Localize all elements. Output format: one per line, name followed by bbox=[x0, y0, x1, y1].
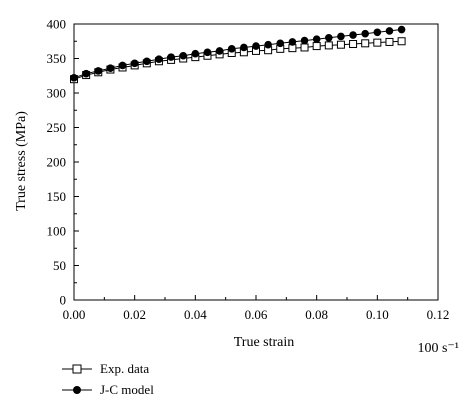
y-tick-label: 250 bbox=[47, 120, 67, 135]
x-axis-label: True strain bbox=[234, 335, 295, 350]
jc-model-point bbox=[361, 29, 370, 38]
jc-model-point bbox=[337, 32, 345, 41]
jc-model-point bbox=[70, 74, 78, 82]
legend-item-jc-model: J-C model bbox=[62, 379, 154, 400]
jc-model-point bbox=[252, 42, 260, 50]
y-tick-label: 150 bbox=[47, 189, 67, 204]
jc-model-point bbox=[276, 39, 285, 48]
jc-model-point bbox=[227, 45, 236, 53]
jc-model-point bbox=[288, 38, 297, 46]
jc-model-point bbox=[215, 47, 224, 55]
filled-circle-marker-icon bbox=[62, 385, 92, 394]
legend: Exp. data J-C model bbox=[62, 358, 154, 400]
x-axis: 0.00 0.02 0.04 0.06 0.08 0.10 0.12 bbox=[63, 295, 450, 322]
legend-label-exp-data: Exp. data bbox=[100, 360, 150, 376]
legend-item-exp-data: Exp. data bbox=[62, 358, 154, 379]
y-tick-label: 50 bbox=[53, 258, 66, 273]
y-tick-label: 100 bbox=[47, 224, 67, 239]
x-tick-label: 0.02 bbox=[123, 307, 146, 322]
jc-model-point bbox=[203, 48, 212, 57]
x-tick-label: 0.06 bbox=[245, 307, 268, 322]
jc-model-point bbox=[143, 57, 151, 66]
jc-model-point bbox=[373, 28, 382, 37]
exp-data-point bbox=[349, 40, 358, 49]
open-square-marker-icon bbox=[62, 364, 92, 373]
jc-model-point bbox=[300, 36, 309, 45]
jc-model-point bbox=[118, 61, 127, 70]
jc-model-point bbox=[240, 43, 248, 52]
jc-model-point bbox=[385, 27, 394, 35]
jc-model-point bbox=[82, 69, 90, 78]
jc-model-point bbox=[106, 64, 115, 72]
jc-model-point bbox=[397, 25, 406, 34]
series-line-1 bbox=[73, 29, 402, 79]
jc-model-point bbox=[155, 55, 163, 63]
exp-data-point bbox=[312, 42, 321, 51]
jc-model-point bbox=[94, 67, 103, 75]
plot-border bbox=[73, 23, 439, 301]
x-tick-label: 0.04 bbox=[184, 307, 207, 322]
y-axis: 0 50 100 150 200 250 300 350 400 bbox=[47, 17, 79, 308]
jc-model-point bbox=[325, 34, 333, 42]
exp-data-point bbox=[397, 37, 406, 46]
plot-frame bbox=[73, 23, 439, 301]
strain-rate-annotation: 100 s⁻¹ bbox=[417, 341, 459, 356]
x-tick-label: 0.10 bbox=[366, 307, 389, 322]
y-tick-label: 0 bbox=[60, 293, 67, 308]
y-tick-label: 200 bbox=[47, 155, 67, 170]
series-layer bbox=[70, 25, 406, 84]
series-line-0 bbox=[73, 40, 402, 80]
jc-model-point bbox=[264, 40, 272, 49]
jc-model-point bbox=[167, 53, 175, 61]
jc-model-point bbox=[312, 35, 321, 43]
jc-model-point bbox=[191, 49, 200, 58]
exp-data-point bbox=[336, 40, 345, 49]
jc-model-point bbox=[179, 51, 187, 60]
y-tick-label: 300 bbox=[47, 86, 67, 101]
legend-label-jc-model: J-C model bbox=[100, 381, 154, 397]
jc-model-point bbox=[130, 59, 139, 68]
y-axis-label: True stress (MPa) bbox=[14, 111, 29, 211]
x-tick-label: 0.00 bbox=[63, 307, 86, 322]
exp-data-point bbox=[373, 38, 382, 47]
jc-model-point bbox=[349, 31, 357, 39]
exp-data-point bbox=[300, 43, 309, 52]
y-tick-label: 400 bbox=[47, 17, 67, 32]
exp-data-point bbox=[361, 39, 370, 48]
x-tick-label: 0.12 bbox=[427, 307, 450, 322]
exp-data-point bbox=[324, 41, 333, 50]
x-tick-label: 0.08 bbox=[305, 307, 328, 322]
exp-data-point bbox=[385, 37, 394, 46]
y-tick-label: 350 bbox=[47, 51, 67, 66]
